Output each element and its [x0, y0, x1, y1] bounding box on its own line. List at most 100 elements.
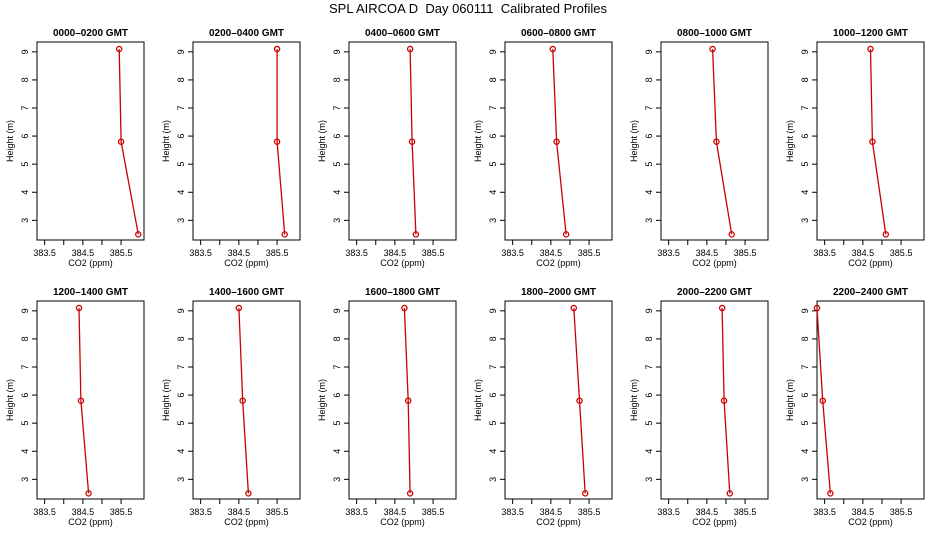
panel-title: 1200–1400 GMT: [53, 287, 128, 298]
y-axis-label: Height (m): [785, 120, 795, 162]
y-tick-label: 3: [488, 218, 498, 223]
plot-frame: [660, 300, 769, 500]
y-tick-label: 8: [800, 336, 810, 341]
y-tick-label: 5: [332, 162, 342, 167]
data-point: [728, 231, 735, 238]
x-tick-label: 383.5: [189, 248, 212, 258]
panel-title: 0000–0200 GMT: [53, 28, 128, 39]
panel-title: 1000–1200 GMT: [833, 28, 908, 39]
x-tick-label: 384.5: [696, 507, 719, 517]
data-point: [235, 304, 243, 312]
x-axis-label: CO2 (ppm): [380, 517, 425, 527]
y-tick-label: 3: [332, 477, 342, 482]
x-tick-label: 385.5: [578, 507, 601, 517]
y-tick-label: 5: [20, 162, 30, 167]
data-point: [117, 138, 125, 145]
data-point: [77, 397, 85, 404]
y-tick-label: 7: [800, 105, 810, 110]
x-tick-label: 384.5: [852, 507, 875, 517]
y-tick-label: 7: [800, 364, 810, 369]
x-tick-label: 383.5: [33, 507, 56, 517]
x-axis-label: CO2 (ppm): [224, 517, 269, 527]
data-point: [720, 397, 728, 404]
data-point: [713, 138, 720, 145]
y-tick-label: 4: [800, 449, 810, 454]
y-tick-label: 7: [176, 105, 186, 110]
y-tick-label: 4: [176, 449, 186, 454]
plot-frame: [660, 41, 769, 241]
y-axis-label: Height (m): [161, 120, 171, 162]
profile-line: [118, 48, 139, 235]
data-point: [75, 304, 83, 312]
y-tick-label: 9: [488, 49, 498, 54]
data-point: [281, 231, 288, 238]
y-tick-label: 8: [800, 77, 810, 82]
data-point: [813, 304, 821, 312]
y-tick-label: 7: [332, 364, 342, 369]
data-point: [819, 397, 826, 404]
x-tick-label: 384.5: [72, 248, 95, 258]
x-tick-label: 385.5: [578, 248, 601, 258]
x-axis-label: CO2 (ppm): [380, 258, 425, 268]
data-point: [239, 397, 246, 404]
data-point: [549, 45, 557, 53]
plot-frame: [816, 300, 925, 500]
panel-title: 1600–1800 GMT: [365, 287, 440, 298]
y-axis-label: Height (m): [785, 379, 795, 421]
panel-title: 1400–1600 GMT: [209, 287, 284, 298]
y-tick-label: 5: [488, 162, 498, 167]
y-tick-label: 3: [644, 477, 654, 482]
plot-frame: [348, 41, 457, 241]
y-axis-label: Height (m): [5, 379, 15, 421]
data-point: [553, 138, 560, 145]
profile-line: [78, 307, 90, 494]
y-tick-label: 6: [644, 393, 654, 398]
x-axis-label: CO2 (ppm): [224, 258, 269, 268]
y-tick-label: 8: [176, 336, 186, 341]
panel-title: 2000–2200 GMT: [677, 287, 752, 298]
data-point: [718, 304, 726, 312]
y-tick-label: 6: [20, 134, 30, 139]
data-point: [273, 45, 281, 53]
x-axis-label: CO2 (ppm): [848, 258, 893, 268]
profile-line: [552, 48, 567, 235]
x-tick-label: 385.5: [266, 507, 289, 517]
y-tick-label: 6: [800, 134, 810, 139]
x-tick-label: 384.5: [384, 248, 407, 258]
y-axis-label: Height (m): [473, 120, 483, 162]
y-tick-label: 4: [800, 190, 810, 195]
data-point: [882, 231, 890, 238]
y-tick-label: 3: [488, 477, 498, 482]
y-tick-label: 8: [176, 77, 186, 82]
y-tick-label: 5: [644, 162, 654, 167]
y-tick-label: 4: [332, 190, 342, 195]
panel-title: 0200–0400 GMT: [209, 28, 284, 39]
x-tick-label: 383.5: [501, 248, 524, 258]
x-tick-label: 384.5: [540, 507, 563, 517]
x-tick-label: 384.5: [696, 248, 719, 258]
y-tick-label: 4: [20, 190, 30, 195]
data-point: [867, 45, 874, 53]
y-tick-label: 9: [176, 308, 186, 313]
x-tick-label: 385.5: [110, 507, 133, 517]
y-tick-label: 9: [644, 308, 654, 313]
y-tick-label: 3: [800, 477, 810, 482]
y-tick-label: 4: [488, 449, 498, 454]
y-axis-label: Height (m): [5, 120, 15, 162]
profile-line: [276, 49, 286, 235]
y-tick-label: 8: [332, 77, 342, 82]
y-tick-label: 6: [176, 393, 186, 398]
data-point: [827, 490, 834, 497]
y-tick-label: 9: [20, 49, 30, 54]
x-axis-label: CO2 (ppm): [68, 517, 113, 527]
data-point: [709, 45, 716, 53]
data-point: [869, 138, 876, 145]
data-point: [135, 231, 142, 238]
y-tick-label: 4: [488, 190, 498, 195]
